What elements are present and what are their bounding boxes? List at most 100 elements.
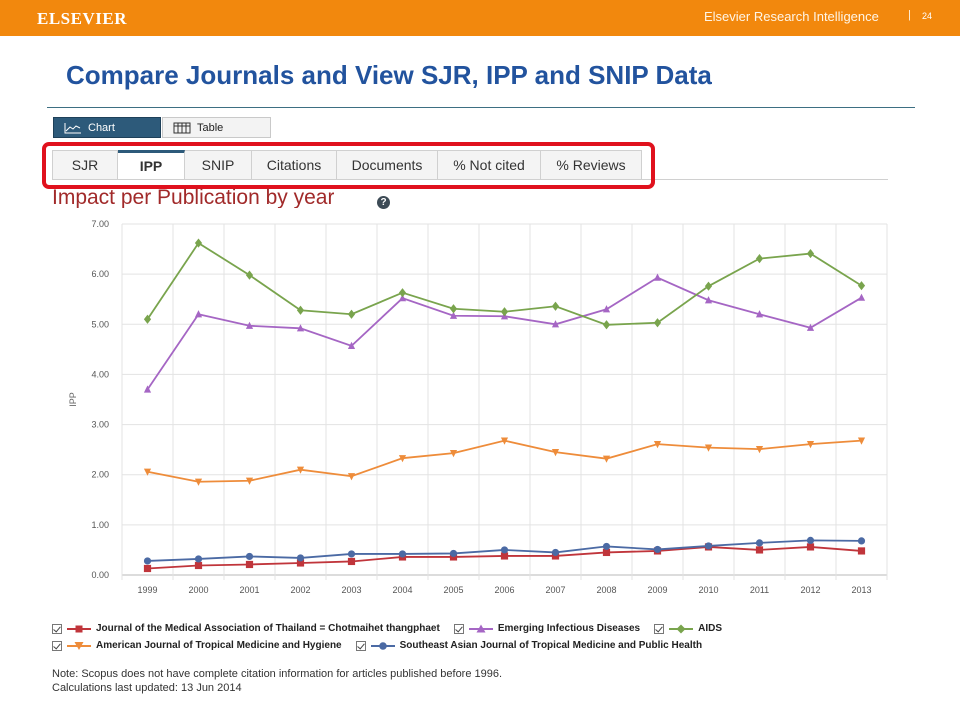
data-point bbox=[449, 450, 458, 458]
x-tick-label: 1999 bbox=[137, 585, 157, 595]
y-axis-label: IPP bbox=[68, 392, 78, 407]
question-icon[interactable]: ? bbox=[377, 196, 390, 209]
data-point bbox=[602, 542, 611, 551]
legend-label: American Journal of Tropical Medicine an… bbox=[96, 640, 342, 651]
data-point bbox=[194, 561, 203, 570]
table-icon bbox=[173, 122, 191, 133]
y-tick-label: 3.00 bbox=[91, 420, 109, 430]
data-point bbox=[194, 478, 203, 486]
data-point bbox=[296, 554, 305, 562]
legend-item-jmat[interactable]: Journal of the Medical Association of Th… bbox=[52, 623, 440, 634]
legend-label: Journal of the Medical Association of Th… bbox=[96, 623, 440, 634]
chart-title: Impact per Publication by year bbox=[52, 186, 335, 208]
tab-sjr[interactable]: SJR bbox=[52, 150, 118, 180]
data-point bbox=[398, 294, 407, 302]
data-point bbox=[551, 301, 560, 311]
data-point bbox=[296, 559, 305, 567]
x-tick-label: 2000 bbox=[188, 585, 208, 595]
tab-reviews[interactable]: % Reviews bbox=[541, 150, 642, 180]
data-point bbox=[347, 557, 356, 566]
tabs-baseline bbox=[52, 179, 888, 180]
data-point bbox=[449, 304, 458, 314]
data-point bbox=[296, 466, 305, 474]
data-point bbox=[653, 318, 662, 328]
data-point bbox=[602, 548, 611, 557]
data-point bbox=[857, 537, 866, 545]
table-view-button[interactable]: Table bbox=[162, 117, 271, 138]
data-point bbox=[449, 311, 458, 319]
data-point bbox=[449, 549, 458, 558]
data-point bbox=[143, 564, 152, 573]
legend-item-seajtmph[interactable]: Southeast Asian Journal of Tropical Medi… bbox=[355, 640, 703, 651]
y-tick-label: 2.00 bbox=[91, 470, 109, 480]
legend-item-eid[interactable]: Emerging Infectious Diseases bbox=[453, 623, 640, 634]
data-point bbox=[245, 560, 254, 569]
x-tick-label: 2001 bbox=[239, 585, 259, 595]
data-point bbox=[551, 320, 560, 328]
tabs-highlight-box bbox=[42, 142, 655, 189]
data-point bbox=[398, 455, 407, 463]
data-point bbox=[551, 548, 560, 557]
data-point bbox=[347, 341, 356, 349]
chart-view-button[interactable]: Chart bbox=[53, 117, 161, 138]
data-point bbox=[755, 310, 764, 318]
tab-citations[interactable]: Citations bbox=[252, 150, 337, 180]
data-point bbox=[194, 310, 203, 318]
data-point bbox=[857, 281, 866, 291]
checkbox-icon[interactable] bbox=[355, 640, 366, 651]
legend-marker-square-icon bbox=[67, 625, 91, 632]
header-brand-text: Elsevier Research Intelligence bbox=[704, 9, 879, 24]
x-tick-label: 2010 bbox=[698, 585, 718, 595]
metric-tabs: SJR IPP SNIP Citations Documents % Not c… bbox=[52, 150, 642, 180]
tab-documents[interactable]: Documents bbox=[337, 150, 438, 180]
checkbox-icon[interactable] bbox=[52, 640, 62, 651]
footnote: Note: Scopus does not have complete cita… bbox=[52, 667, 502, 695]
data-point bbox=[755, 446, 764, 454]
header-bar: ELSEVIER Elsevier Research Intelligence … bbox=[0, 0, 960, 36]
data-point bbox=[245, 321, 254, 329]
data-point bbox=[857, 547, 866, 555]
checkbox-icon[interactable] bbox=[453, 623, 464, 634]
data-point bbox=[602, 455, 611, 463]
data-point bbox=[194, 555, 203, 563]
header-separator: | bbox=[908, 9, 911, 21]
data-point bbox=[296, 305, 305, 315]
legend-item-aids[interactable]: AIDS bbox=[654, 623, 722, 634]
x-tick-label: 2003 bbox=[341, 585, 361, 595]
data-point bbox=[857, 437, 866, 445]
tab-ipp[interactable]: IPP bbox=[118, 150, 185, 180]
data-point bbox=[755, 253, 764, 264]
data-point bbox=[347, 309, 356, 319]
y-tick-label: 6.00 bbox=[91, 269, 109, 279]
data-point bbox=[857, 293, 866, 301]
update-date: Calculations last updated: 13 Jun 2014 bbox=[52, 682, 242, 694]
x-tick-label: 2008 bbox=[596, 585, 616, 595]
data-point bbox=[755, 539, 764, 547]
y-tick-label: 0.00 bbox=[91, 570, 109, 580]
tab-snip[interactable]: SNIP bbox=[185, 150, 252, 180]
series-line bbox=[147, 439, 862, 483]
data-point bbox=[653, 545, 662, 554]
legend-label: AIDS bbox=[698, 623, 723, 634]
legend-marker-diamond-icon bbox=[669, 624, 694, 633]
checkbox-icon[interactable] bbox=[52, 623, 62, 634]
chart-view-label: Chart bbox=[88, 121, 115, 134]
legend-item-ajtmh[interactable]: American Journal of Tropical Medicine an… bbox=[52, 640, 342, 651]
data-point bbox=[551, 449, 560, 457]
data-point bbox=[602, 305, 611, 313]
tab-not-cited[interactable]: % Not cited bbox=[438, 150, 541, 180]
data-point bbox=[806, 248, 815, 259]
data-point bbox=[347, 473, 356, 481]
page-number: 24 bbox=[922, 11, 933, 21]
data-point bbox=[806, 543, 815, 551]
elsevier-logo: ELSEVIER bbox=[37, 9, 127, 28]
data-point bbox=[245, 270, 254, 280]
data-point bbox=[500, 552, 509, 560]
legend-label: Southeast Asian Journal of Tropical Medi… bbox=[399, 640, 703, 651]
note-line: Note: Scopus does not have complete cita… bbox=[52, 668, 503, 680]
chart-legend: Journal of the Medical Association of Th… bbox=[52, 620, 736, 654]
data-point bbox=[245, 552, 254, 561]
checkbox-icon[interactable] bbox=[654, 623, 665, 634]
data-point bbox=[653, 441, 662, 449]
